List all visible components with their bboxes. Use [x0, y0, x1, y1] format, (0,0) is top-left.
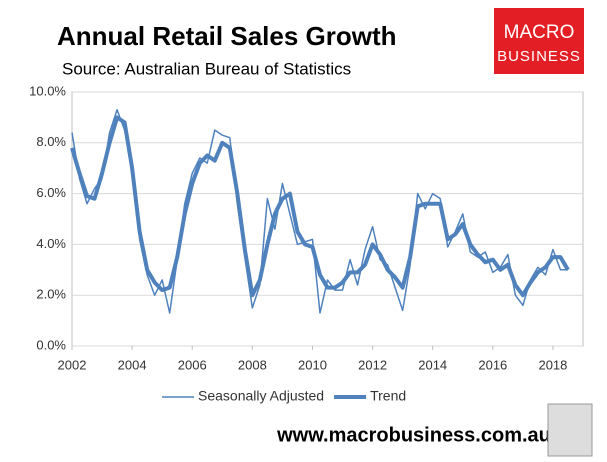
series-line [70, 115, 570, 298]
y-tick-label: 8.0% [36, 134, 66, 149]
logo-text: BUSINESS [497, 48, 581, 65]
chart-title: Annual Retail Sales Growth [57, 21, 397, 51]
y-tick-label: 0.0% [36, 337, 66, 352]
logo-text: MACRO [504, 22, 575, 43]
x-tick-label: 2018 [538, 357, 567, 372]
logo-box [494, 8, 584, 74]
logo-image [547, 403, 593, 457]
x-tick-label: 2014 [418, 357, 447, 372]
y-tick-label: 4.0% [36, 236, 66, 251]
x-tick-label: 2012 [358, 357, 387, 372]
legend-label: Seasonally Adjusted [198, 388, 324, 404]
y-tick-label: 2.0% [36, 287, 66, 302]
y-tick-label: 6.0% [36, 185, 66, 200]
x-tick-label: 2004 [118, 357, 147, 372]
x-tick-label: 2002 [58, 357, 87, 372]
chart-subtitle: Source: Australian Bureau of Statistics [62, 59, 351, 78]
series-line [71, 109, 568, 314]
legend-label: Trend [370, 388, 406, 404]
x-tick-label: 2010 [298, 357, 327, 372]
y-tick-label: 10.0% [29, 83, 66, 98]
footer: www.macrobusiness.com.au [276, 424, 551, 446]
x-tick-label: 2006 [178, 357, 207, 372]
x-tick-label: 2008 [238, 357, 267, 372]
x-tick-label: 2016 [478, 357, 507, 372]
